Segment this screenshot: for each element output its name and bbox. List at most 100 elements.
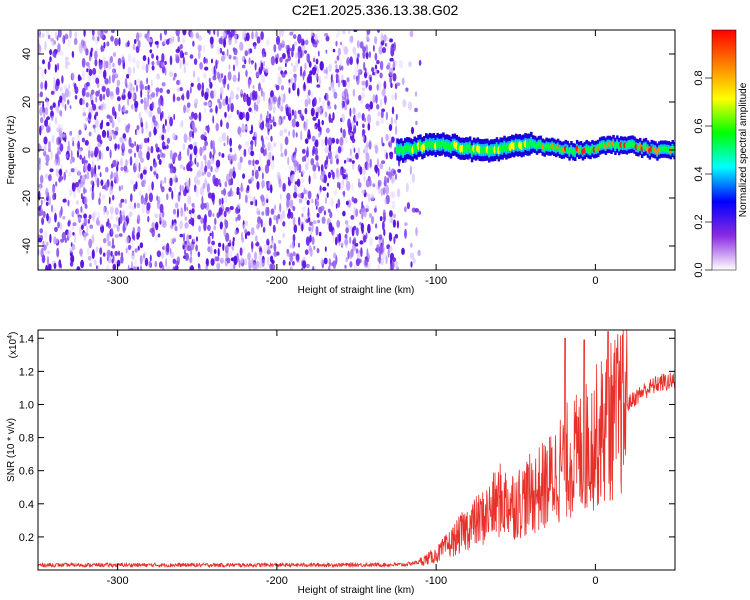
noise-speckle (67, 99, 70, 105)
noise-speckle (84, 160, 88, 164)
noise-speckle (99, 93, 103, 102)
noise-speckle (237, 161, 242, 171)
noise-speckle (308, 245, 312, 252)
noise-speckle (58, 175, 61, 183)
noise-speckle (349, 261, 353, 268)
noise-speckle (318, 132, 321, 138)
noise-speckle (335, 138, 339, 145)
noise-speckle (281, 53, 286, 60)
noise-speckle (136, 84, 138, 93)
noise-speckle (414, 91, 418, 97)
noise-speckle (392, 257, 397, 262)
noise-speckle (415, 226, 418, 237)
noise-speckle (374, 164, 379, 173)
noise-speckle (169, 116, 174, 127)
noise-speckle (90, 89, 95, 95)
noise-speckle (223, 32, 227, 38)
noise-speckle (335, 64, 338, 70)
noise-speckle (43, 144, 47, 152)
noise-speckle (266, 152, 270, 161)
noise-speckle (55, 159, 58, 166)
noise-speckle (410, 261, 413, 268)
noise-speckle (406, 182, 409, 193)
noise-speckle (183, 202, 187, 212)
noise-speckle (173, 113, 176, 121)
noise-speckle (251, 109, 254, 114)
noise-speckle (328, 144, 332, 152)
noise-speckle (237, 214, 241, 221)
noise-speckle (141, 197, 145, 203)
noise-speckle (165, 39, 170, 45)
noise-speckle (343, 88, 348, 97)
noise-speckle (353, 237, 357, 245)
noise-speckle (349, 132, 353, 137)
noise-speckle (317, 219, 320, 224)
noise-speckle (316, 30, 319, 33)
noise-speckle (270, 160, 275, 170)
noise-speckle (284, 148, 288, 157)
noise-speckle (57, 136, 61, 146)
noise-speckle (105, 264, 110, 270)
noise-speckle (220, 55, 225, 62)
noise-speckle (61, 133, 66, 138)
noise-speckle (263, 244, 268, 255)
noise-speckle (52, 102, 56, 108)
noise-speckle (72, 156, 75, 163)
noise-speckle (176, 79, 181, 86)
noise-speckle (344, 238, 349, 246)
noise-speckle (324, 95, 327, 100)
noise-speckle (327, 137, 333, 147)
noise-speckle (166, 125, 171, 133)
noise-speckle (337, 181, 340, 189)
noise-speckle (192, 40, 195, 47)
noise-speckle (193, 112, 198, 120)
noise-speckle (166, 137, 171, 144)
noise-speckle (254, 159, 260, 165)
noise-speckle (292, 65, 297, 73)
noise-speckle (283, 115, 286, 120)
noise-speckle (262, 144, 266, 149)
noise-speckle (173, 72, 177, 78)
noise-speckle (364, 67, 367, 74)
noise-speckle (298, 198, 303, 204)
noise-speckle (378, 188, 381, 195)
noise-speckle (65, 169, 68, 174)
noise-speckle (149, 165, 153, 172)
noise-speckle (381, 92, 384, 98)
snr-background (38, 330, 675, 570)
noise-speckle (86, 68, 89, 73)
noise-speckle (415, 120, 418, 126)
noise-speckle (225, 121, 230, 130)
noise-speckle (239, 256, 244, 264)
noise-speckle (285, 62, 287, 68)
noise-speckle (343, 45, 348, 55)
noise-speckle (301, 223, 304, 232)
noise-speckle (196, 236, 198, 242)
noise-speckle (99, 256, 102, 266)
noise-speckle (282, 221, 286, 227)
noise-speckle (361, 129, 365, 138)
noise-speckle (332, 235, 335, 244)
noise-speckle (391, 261, 395, 270)
noise-speckle (94, 118, 99, 128)
noise-speckle (48, 174, 52, 182)
noise-speckle (61, 75, 64, 84)
colorbar-tick-label: 0.2 (693, 214, 705, 229)
noise-speckle (39, 146, 43, 151)
noise-speckle (310, 158, 315, 166)
noise-speckle (47, 34, 51, 40)
noise-speckle (83, 30, 86, 37)
noise-speckle (99, 247, 103, 255)
noise-speckle (98, 150, 102, 160)
noise-speckle (157, 233, 161, 238)
noise-speckle (280, 143, 283, 153)
noise-speckle (293, 159, 298, 168)
noise-speckle (169, 167, 174, 174)
noise-speckle (64, 59, 69, 70)
snr-x-axis-label: Height of straight line (km) (298, 585, 415, 596)
noise-speckle (42, 59, 45, 65)
noise-speckle (132, 43, 136, 51)
noise-speckle (248, 159, 252, 165)
noise-speckle (112, 67, 115, 76)
noise-speckle (118, 250, 120, 256)
